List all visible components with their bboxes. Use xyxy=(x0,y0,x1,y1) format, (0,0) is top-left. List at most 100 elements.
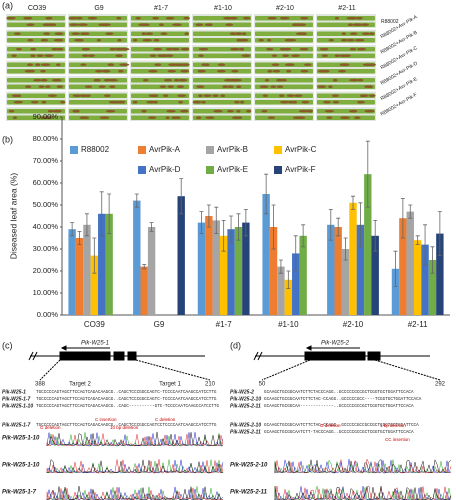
sequence: GCAAGCTGCGGCAA-------------..GCCCCCGCCGC… xyxy=(264,404,414,409)
lesion xyxy=(95,69,103,73)
lesion xyxy=(220,94,226,97)
lesion xyxy=(108,78,118,82)
error-bar xyxy=(293,235,298,272)
lesion xyxy=(165,47,174,51)
chromatogram xyxy=(46,432,224,447)
lesion xyxy=(148,116,157,119)
lesion xyxy=(270,85,277,88)
lesion xyxy=(153,47,163,51)
lesion xyxy=(368,63,376,66)
lesion xyxy=(26,63,34,66)
lesion xyxy=(23,16,33,20)
error-bar xyxy=(243,209,248,237)
lesion xyxy=(178,100,183,104)
lesion xyxy=(75,38,84,42)
lesion xyxy=(230,78,238,82)
leaf xyxy=(317,16,375,21)
lesion xyxy=(298,109,309,113)
x-tick-label: #1-10 xyxy=(278,320,299,329)
lesion xyxy=(293,94,303,97)
legend-swatch xyxy=(274,146,282,154)
bar xyxy=(68,229,76,315)
bar xyxy=(177,196,185,315)
lesion xyxy=(165,116,170,119)
sequence: GCAAGCTGCGGCAATCTTCTAC-CCAGG..GCCCCCGCC-… xyxy=(264,397,422,402)
lesion xyxy=(87,54,96,57)
bar xyxy=(356,224,365,315)
lesion xyxy=(50,23,57,27)
error-bar xyxy=(70,222,75,237)
lesion xyxy=(282,54,288,57)
lesion xyxy=(47,94,57,97)
lesion xyxy=(233,100,240,104)
lesion xyxy=(27,38,34,42)
chromatogram xyxy=(274,458,452,474)
lesion xyxy=(286,69,292,73)
error-bar xyxy=(229,215,234,243)
lesion xyxy=(201,100,206,104)
trace-label: Pik-W25-1-10 xyxy=(2,463,40,469)
row-label: R88002 xyxy=(381,19,399,25)
lesion xyxy=(321,54,328,57)
lesion xyxy=(243,54,250,57)
lesion xyxy=(79,94,88,97)
y-tick-label: 60.00% xyxy=(33,178,59,187)
chromatogram xyxy=(274,459,452,474)
bar xyxy=(147,227,156,315)
lesion xyxy=(115,54,123,57)
y-tick-label: 20.00% xyxy=(33,266,59,275)
leaf xyxy=(317,31,375,36)
leaf xyxy=(317,93,375,98)
error-bar xyxy=(365,140,370,208)
lesion xyxy=(300,16,309,20)
error-bar xyxy=(351,195,355,210)
lesion xyxy=(295,32,305,35)
y-tick-label: 70.00% xyxy=(33,156,59,165)
lesion xyxy=(350,32,358,35)
annotation: C deletion xyxy=(155,417,176,422)
lesion xyxy=(172,23,182,27)
lesion xyxy=(75,109,80,113)
lesion xyxy=(328,38,335,42)
lesion xyxy=(99,116,110,119)
legend-label: AvrPik-E xyxy=(217,165,248,174)
lesion xyxy=(44,54,54,57)
lesion xyxy=(240,100,245,104)
lesion xyxy=(282,47,292,51)
bar xyxy=(234,227,243,315)
lesion xyxy=(149,54,157,57)
lesion xyxy=(133,38,138,42)
error-bar xyxy=(373,220,378,252)
lesion xyxy=(246,109,252,113)
lesion xyxy=(271,54,278,57)
bar xyxy=(133,200,141,315)
lesion xyxy=(81,47,91,51)
error-bar xyxy=(415,235,420,245)
lesion xyxy=(280,78,287,82)
error-bar xyxy=(149,222,154,232)
lesion xyxy=(299,47,309,51)
lesion xyxy=(272,69,281,73)
x-tick-label: #1-7 xyxy=(216,320,233,329)
bar xyxy=(242,222,250,315)
lesion xyxy=(159,85,167,88)
lesion xyxy=(11,54,17,57)
bar xyxy=(371,235,379,315)
bar xyxy=(299,235,307,315)
lesion xyxy=(72,94,82,97)
lesion xyxy=(80,32,88,35)
lesion xyxy=(167,85,175,88)
bar xyxy=(284,279,293,315)
lesion xyxy=(105,32,114,35)
lesion xyxy=(271,63,280,66)
lesion xyxy=(104,94,111,97)
annotation: G deletion xyxy=(320,423,341,428)
legend-label: AvrPik-A xyxy=(149,145,181,154)
lesion xyxy=(135,16,141,20)
lesion xyxy=(71,32,81,35)
target: Target 2 xyxy=(69,382,91,388)
y-tick-label: 30.00% xyxy=(33,244,59,253)
lesion xyxy=(184,32,189,35)
lesion xyxy=(277,78,283,82)
legend-swatch xyxy=(206,146,214,154)
